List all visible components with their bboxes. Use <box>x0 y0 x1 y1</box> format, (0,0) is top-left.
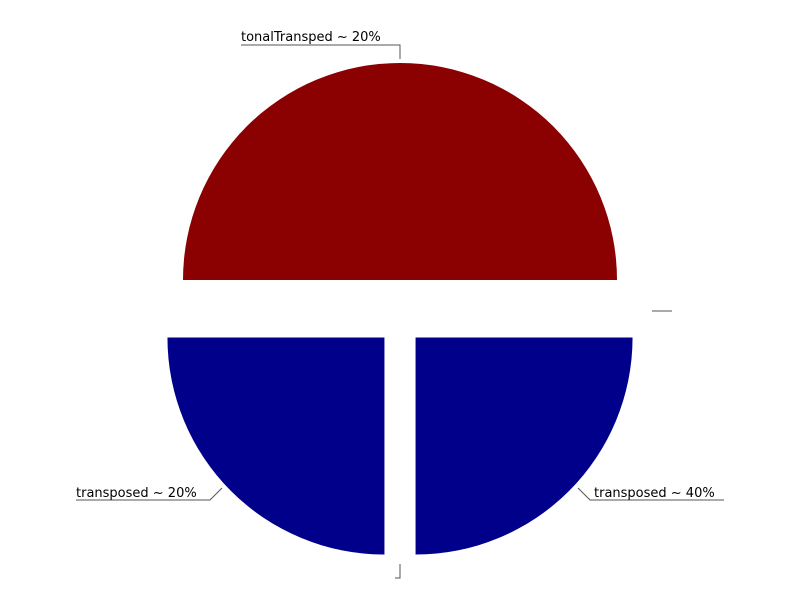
leader-transposed-20 <box>76 487 223 501</box>
slice-label-transposed-40: transposed ~ 40% <box>594 486 715 501</box>
pie-slice-1 <box>415 337 633 555</box>
pie-slices <box>167 63 633 555</box>
leader-tonal-transped <box>241 44 401 59</box>
pie-slice-0 <box>183 63 617 280</box>
label-leaders <box>76 44 724 579</box>
slice-label-transposed-20: transposed ~ 20% <box>76 486 197 501</box>
pie-slice-3 <box>167 337 385 555</box>
slice-labels: tonalTransped ~ 20% transposed ~ 40% tra… <box>76 30 715 501</box>
slice-label-tonal-transped: tonalTransped ~ 20% <box>241 30 381 45</box>
leader-bottom <box>395 564 401 579</box>
leader-transposed-40 <box>577 487 724 501</box>
